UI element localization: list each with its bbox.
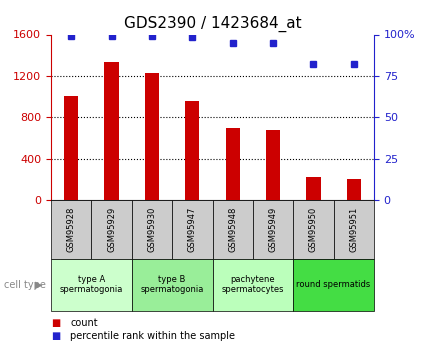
- Bar: [64, 96, 78, 200]
- Text: ▶: ▶: [35, 280, 43, 289]
- Text: GSM95951: GSM95951: [349, 207, 358, 252]
- Bar: [51, 200, 91, 259]
- Text: GSM95948: GSM95948: [228, 207, 237, 252]
- Text: GSM95949: GSM95949: [269, 207, 278, 252]
- Text: round spermatids: round spermatids: [297, 280, 371, 289]
- Text: GSM95928: GSM95928: [67, 207, 76, 252]
- Bar: [212, 259, 293, 310]
- Bar: [306, 177, 320, 200]
- Bar: [91, 200, 132, 259]
- Bar: [212, 200, 253, 259]
- Text: GSM95929: GSM95929: [107, 207, 116, 252]
- Bar: [334, 200, 374, 259]
- Text: pachytene
spermatocytes: pachytene spermatocytes: [221, 275, 284, 294]
- Bar: [266, 130, 280, 200]
- Text: ■: ■: [51, 318, 60, 327]
- Bar: [253, 200, 293, 259]
- Bar: [105, 62, 119, 200]
- Bar: [185, 101, 199, 200]
- Bar: [132, 259, 212, 310]
- Text: count: count: [70, 318, 98, 327]
- Text: type B
spermatogonia: type B spermatogonia: [140, 275, 204, 294]
- Text: GSM95930: GSM95930: [147, 207, 156, 252]
- Bar: [293, 259, 374, 310]
- Text: type A
spermatogonia: type A spermatogonia: [60, 275, 123, 294]
- Text: ■: ■: [51, 332, 60, 341]
- Text: percentile rank within the sample: percentile rank within the sample: [70, 332, 235, 341]
- Title: GDS2390 / 1423684_at: GDS2390 / 1423684_at: [124, 16, 301, 32]
- Text: cell type: cell type: [4, 280, 46, 289]
- Bar: [145, 73, 159, 200]
- Text: GSM95947: GSM95947: [188, 207, 197, 252]
- Bar: [347, 179, 361, 200]
- Bar: [51, 259, 132, 310]
- Text: GSM95950: GSM95950: [309, 207, 318, 252]
- Bar: [172, 200, 212, 259]
- Bar: [293, 200, 334, 259]
- Bar: [226, 128, 240, 200]
- Bar: [132, 200, 172, 259]
